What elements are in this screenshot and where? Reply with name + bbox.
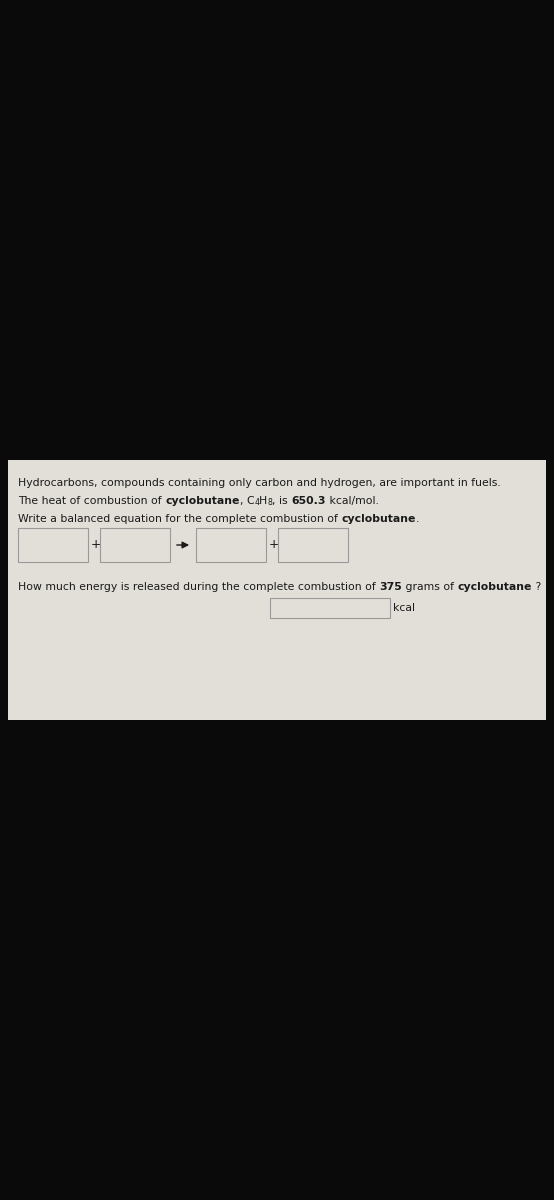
Bar [18,528,88,562]
Text: How much energy is released during the complete combustion of: How much energy is released during the c… [18,582,379,592]
Text: cyclobutane: cyclobutane [341,514,416,524]
Text: cyclobutane: cyclobutane [165,496,239,506]
Text: .: . [416,514,419,524]
Text: +: + [91,539,101,552]
Text: kcal: kcal [393,602,415,613]
Text: grams of: grams of [402,582,458,592]
Text: 8: 8 [268,498,272,508]
Bar [100,528,170,562]
Text: kcal/mol.: kcal/mol. [326,496,379,506]
Bar [278,528,348,562]
Text: Hydrocarbons, compounds containing only carbon and hydrogen, are important in fu: Hydrocarbons, compounds containing only … [18,478,501,488]
Text: H: H [259,496,268,506]
Text: cyclobutane: cyclobutane [458,582,532,592]
Text: , is: , is [272,496,291,506]
Text: +: + [269,539,279,552]
Text: The heat of combustion of: The heat of combustion of [18,496,165,506]
Text: 375: 375 [379,582,402,592]
Text: Write a balanced equation for the complete combustion of: Write a balanced equation for the comple… [18,514,341,524]
Text: 4: 4 [254,498,259,508]
Text: 650.3: 650.3 [291,496,326,506]
Bar [8,460,546,720]
Text: , C: , C [239,496,254,506]
Text: ?: ? [532,582,541,592]
Bar [270,598,390,618]
Bar [196,528,266,562]
